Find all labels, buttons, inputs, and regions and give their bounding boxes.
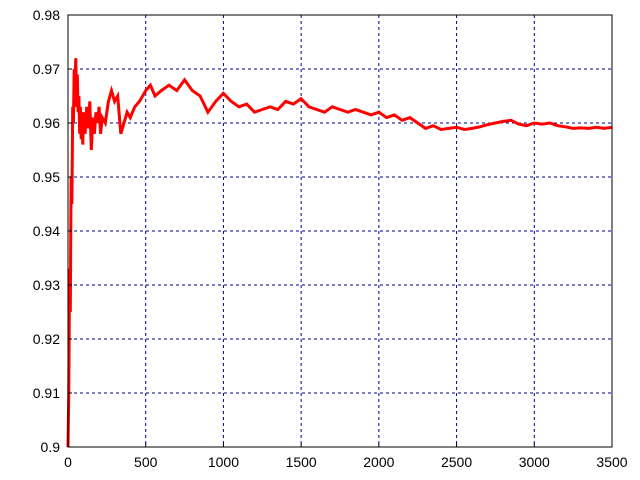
y-tick-label: 0.94 [33, 223, 60, 239]
x-tick-label: 3500 [596, 454, 627, 470]
x-tick-label: 500 [134, 454, 158, 470]
x-axis: 0 500 1000 1500 2000 2500 3000 3500 [64, 443, 628, 470]
y-tick-label: 0.92 [33, 331, 60, 347]
y-tick-label: 0.93 [33, 277, 60, 293]
grid [68, 15, 612, 447]
x-tick-label: 0 [64, 454, 72, 470]
series-layer [66, 58, 613, 448]
x-tick-label: 3000 [519, 454, 550, 470]
y-tick-label: 0.95 [33, 169, 60, 185]
y-tick-label: 0.98 [33, 7, 60, 23]
y-tick-label: 0.96 [33, 115, 60, 131]
y-tick-label: 0.97 [33, 61, 60, 77]
y-tick-label: 0.91 [33, 385, 60, 401]
x-tick-label: 2500 [441, 454, 472, 470]
x-tick-label: 2000 [363, 454, 394, 470]
x-tick-label: 1500 [286, 454, 317, 470]
y-axis: 0.9 0.91 0.92 0.93 0.94 0.95 0.96 0.97 0.98 [33, 7, 72, 455]
x-tick-label: 1000 [208, 454, 239, 470]
series-line-0 [66, 58, 613, 448]
y-tick-label: 0.9 [41, 439, 61, 455]
